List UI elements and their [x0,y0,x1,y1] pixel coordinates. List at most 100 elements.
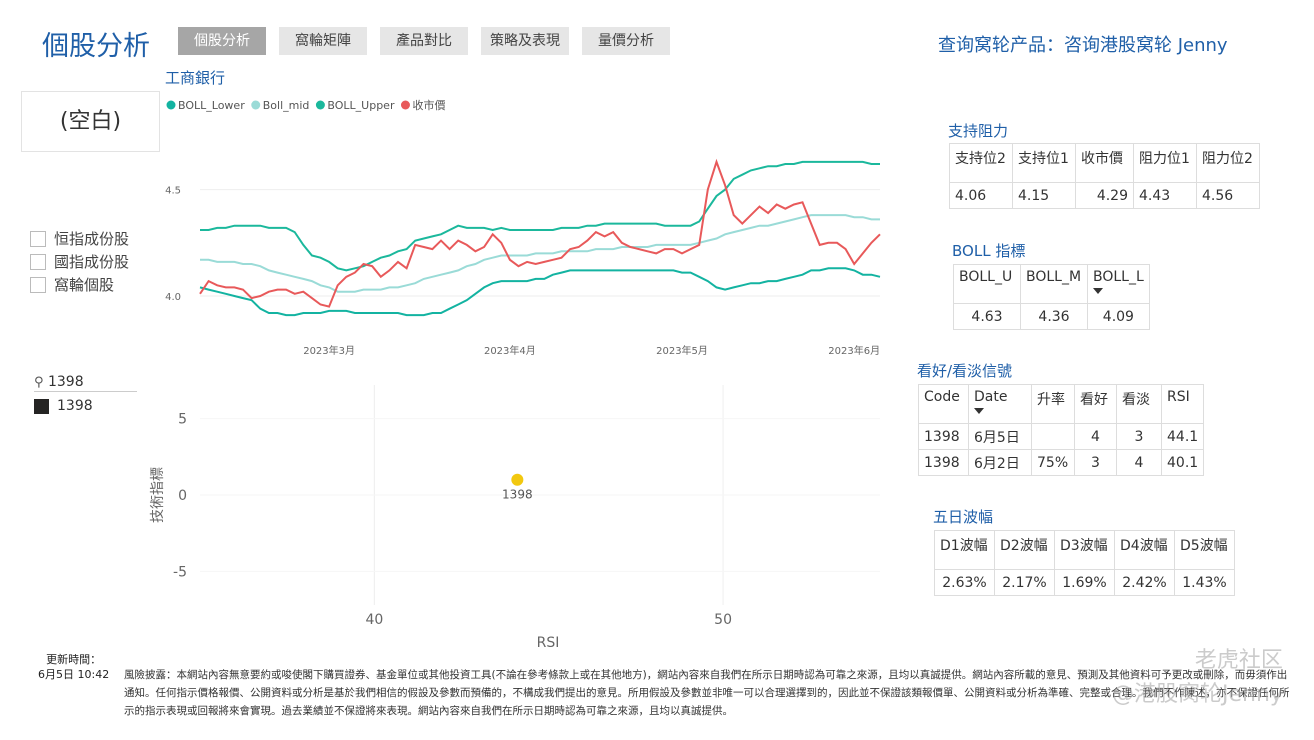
cell: 1398 [918,449,969,476]
header-cell: BOLL_M [1020,264,1088,304]
table: 支持位2 支持位1 收市價 阻力位1 阻力位2 4.06 4.15 4.29 4.43 4.56 [949,143,1260,209]
filter[interactable]: 窩輪個股 [30,274,114,295]
header-row: BOLL_U BOLL_M BOLL_L [953,264,1150,304]
table: D1波幅 D2波幅 D3波幅 D4波幅 D5波幅 2.63% 2.17% 1.69% 2.42%… [934,530,1235,596]
cell: 1.43% [1174,569,1235,596]
legend-label: BOLL_Lower [178,99,245,112]
header-text: D1波幅 [940,538,988,554]
header-row: D1波幅 D2波幅 D3波幅 D4波幅 D5波幅 [934,530,1235,570]
x-tick-label: 40 [365,612,383,628]
result-text: 1398 [57,398,93,414]
cell: 4.63 [953,303,1021,330]
update: 更新時間： 6月5日 10:42 [38,652,109,682]
cell: 4.36 [1020,303,1088,330]
header-cell: D4波幅 [1114,530,1175,570]
x-tick-label: 2023年5月 [656,344,708,357]
header-text: 阻力位2 [1202,151,1253,167]
x-tick-label: 2023年3月 [303,344,355,357]
tab[interactable]: 策略及表現 [481,27,569,55]
search-box[interactable]: ⚲ 1398 [34,374,137,392]
legend-marker [400,100,410,110]
page-title: 個股分析 [42,31,150,62]
header-text: D2波幅 [1000,538,1048,554]
row: 4.63 4.36 4.09 [953,303,1150,330]
header-cell: 看淡 [1116,384,1162,424]
header-text: 支持位1 [1018,151,1069,167]
card: (空白) [21,91,160,152]
x-axis-label: RSI [537,635,560,651]
filter[interactable]: 國指成份股 [30,251,129,272]
header-text: D4波幅 [1120,538,1168,554]
tab[interactable]: 個股分析 [178,27,266,55]
header-cell: BOLL_U [953,264,1021,304]
tab[interactable]: 窩輪矩陣 [279,27,367,55]
disclaimer: 風險披露：本網站內容無意要約或唆使閣下購買證券、基金單位或其他投資工具(不論在參… [124,669,1290,717]
row: 2.63% 2.17% 1.69% 2.42% 1.43% [934,569,1235,596]
checkbox[interactable] [30,230,46,247]
legend-marker [166,100,176,110]
header-cell: Code [918,384,969,424]
sort-arrow[interactable] [1093,288,1103,294]
filter[interactable]: 恒指成份股 [30,228,129,249]
cell: 44.1 [1160,423,1205,450]
header-row: 支持位2 支持位1 收市價 阻力位1 阻力位2 [949,143,1260,183]
cell: 75% [1031,449,1075,476]
row: 4.06 4.15 4.29 4.43 4.56 [949,182,1260,209]
watermark-line: @港股窝轮Jenny [1112,682,1283,707]
cell: 3 [1116,423,1162,450]
header-cell: D5波幅 [1174,530,1235,570]
cell: 3 [1074,449,1117,476]
header-row: Code Date 升率 看好 看淡 RSI [918,384,1205,424]
search-text: 1398 [47,374,84,390]
cell: 2.17% [994,569,1055,596]
cell: 4 [1116,449,1162,476]
x-tick-label: 2023年6月 [828,344,880,357]
update-label: 更新時間： [46,653,102,666]
cell: 4.56 [1196,182,1260,209]
filter-label: 國指成份股 [54,253,130,271]
header-text: Code [924,389,960,405]
header-text: RSI [1167,389,1190,405]
cell: 6月2日 [968,449,1032,476]
sort-arrow[interactable] [974,408,984,414]
header-text: Date [974,389,1008,405]
search-result[interactable]: 1398 [34,398,93,414]
x-tick-label: 50 [714,612,732,628]
series-line [199,158,881,308]
cell: 2.42% [1114,569,1175,596]
checkbox[interactable] [30,253,46,270]
header-text: D3波幅 [1060,538,1108,554]
y-tick-label: 0 [178,488,187,504]
table-title: 五日波幅 [933,508,994,526]
cell: 4.43 [1133,182,1197,209]
header-text: D5波幅 [1180,538,1228,554]
header-cell: D3波幅 [1054,530,1115,570]
y-axis-label: 技術指標 [150,467,166,523]
checkbox[interactable] [30,276,46,293]
cell: 2.63% [934,569,995,596]
x-tick-label: 2023年4月 [484,344,536,357]
cell: 4.29 [1075,182,1134,209]
y-tick-label: -5 [173,564,187,580]
watermark-line: 老虎社区 [1194,648,1283,673]
filter-label: 窩輪個股 [54,276,115,294]
scatter-point [511,473,524,486]
table: Code Date 升率 看好 看淡 RSI 1398 6月5日 4 3 44.1 1398 6月2日 7… [918,384,1205,476]
cell: 4.06 [949,182,1013,209]
header-cell: 收市價 [1075,143,1134,183]
header-cell: 看好 [1074,384,1117,424]
tab[interactable]: 量價分析 [582,27,670,55]
table-title: BOLL 指標 [952,242,1026,260]
point-label: 1398 [502,488,533,502]
cell: 6月5日 [968,423,1032,450]
series-line [199,267,881,317]
header-text: BOLL_U [959,269,1013,285]
header-text: 收市價 [1081,151,1123,167]
header-text: 支持位2 [955,151,1006,167]
contact-link[interactable]: 查询窝轮产品：咨询港股窝轮 Jenny [938,35,1228,56]
tab[interactable]: 產品對比 [380,27,468,55]
cell: 4.15 [1012,182,1076,209]
cell: 4.09 [1087,303,1150,330]
header-cell: BOLL_L [1087,264,1150,304]
